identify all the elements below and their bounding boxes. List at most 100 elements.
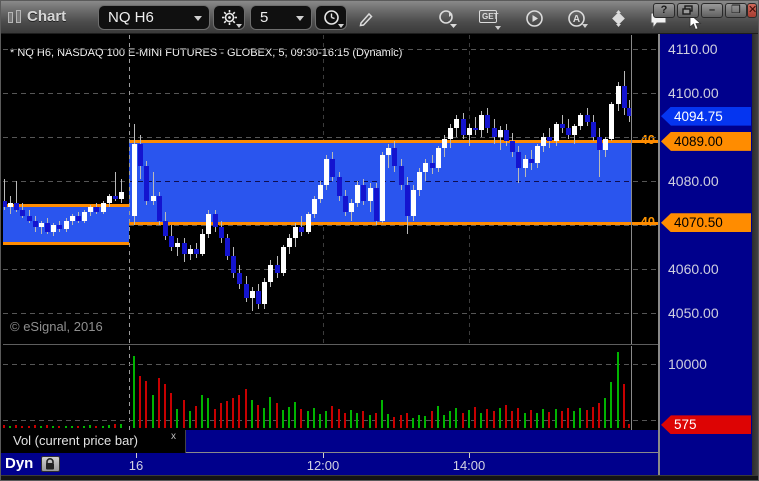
candle-body: [448, 128, 453, 140]
alerts-diamond-icon[interactable]: [609, 9, 627, 27]
volume-bar: [455, 408, 457, 428]
restore-button[interactable]: [677, 3, 699, 18]
symbol-settings-button[interactable]: [213, 5, 245, 30]
time-template-button[interactable]: [315, 5, 347, 30]
candle-body: [566, 128, 571, 135]
help-button[interactable]: ?: [653, 3, 675, 18]
time-axis-label: 14:00: [452, 458, 486, 473]
candle-body: [206, 214, 211, 234]
volume-bar: [412, 417, 414, 428]
auto-trade-icon[interactable]: A: [567, 9, 588, 28]
symbol-value: NQ H6: [108, 9, 154, 26]
close-button[interactable]: ✕: [747, 3, 758, 18]
close-icon[interactable]: x: [171, 431, 176, 442]
candle-body: [262, 282, 267, 305]
draw-pencil-icon[interactable]: [357, 9, 375, 27]
price-axis-panel[interactable]: 4050.004060.004070.004080.004090.004100.…: [660, 34, 752, 475]
candle-body: [591, 121, 596, 137]
candle-body: [380, 154, 385, 221]
candle-body: [144, 165, 149, 201]
maximize-button[interactable]: ❒: [725, 3, 747, 18]
candle-body: [436, 148, 441, 168]
volume-bar: [586, 410, 588, 428]
candle-wick: [4, 178, 5, 210]
volume-bar: [431, 411, 433, 428]
candle-body: [529, 159, 534, 164]
candle-body: [547, 137, 552, 142]
reload-data-icon[interactable]: [437, 9, 457, 28]
volume-bar: [307, 411, 309, 428]
candle-body: [337, 176, 342, 197]
volume-bar: [195, 406, 197, 428]
volume-bar: [108, 425, 110, 428]
chevron-down-icon[interactable]: [296, 16, 304, 21]
volume-bar: [313, 408, 315, 428]
candle-body: [597, 137, 602, 151]
volume-bar: [83, 426, 85, 428]
volume-bar: [226, 401, 228, 428]
gear-icon: [221, 9, 238, 26]
candle-body: [343, 196, 348, 212]
time-axis-tick: [469, 453, 470, 458]
get-data-icon[interactable]: GET: [479, 10, 501, 30]
volume-bar: [331, 406, 333, 428]
candle-body: [510, 141, 515, 153]
candle-body: [200, 233, 205, 254]
pane-separator[interactable]: [3, 344, 658, 345]
volume-bar: [220, 403, 222, 428]
candle-body: [244, 284, 249, 298]
candle-body: [324, 159, 329, 186]
session-start-line: [129, 346, 130, 430]
chevron-down-icon[interactable]: [194, 16, 202, 21]
volume-bar: [21, 425, 23, 428]
candle-body: [423, 163, 428, 173]
volume-bar: [610, 381, 612, 428]
candle-body: [194, 249, 199, 254]
data-end-line: [631, 346, 632, 430]
chevron-down-icon: [236, 24, 242, 28]
volume-pane[interactable]: [3, 346, 658, 430]
volume-bar: [486, 409, 488, 428]
candle-body: [504, 130, 509, 142]
symbol-combobox[interactable]: NQ H6: [98, 5, 210, 30]
window-title: Chart: [27, 8, 67, 25]
candle-body: [287, 238, 292, 247]
candle-body: [479, 115, 484, 131]
play-icon[interactable]: [525, 9, 543, 27]
candle-wick: [388, 143, 389, 168]
candle-body: [560, 123, 565, 129]
volume-bar: [406, 412, 408, 428]
volume-bar: [493, 411, 495, 428]
tab-volume-study[interactable]: Vol (current price bar): [3, 430, 186, 453]
candle-body: [430, 163, 435, 168]
chevron-down-icon: [338, 24, 344, 28]
volume-bar: [617, 352, 619, 428]
volume-bar: [400, 415, 402, 428]
volume-bar: [598, 403, 600, 428]
time-axis[interactable]: Dyn 16 12:00 14:00: [1, 453, 752, 475]
volume-bar: [375, 412, 377, 428]
price-gridline: [3, 137, 658, 138]
volume-bar: [232, 397, 234, 428]
volume-bar: [393, 417, 395, 428]
candle-body: [361, 185, 366, 201]
volume-bar: [468, 410, 470, 428]
candle-body: [578, 115, 583, 126]
volume-bar: [628, 424, 630, 428]
lower-line-price-marker: 4070.50: [661, 213, 751, 233]
volume-bar: [567, 408, 569, 428]
lock-button[interactable]: [41, 456, 60, 472]
candle-body: [3, 200, 7, 208]
window-bottom-frame: [1, 475, 758, 480]
candle-body: [182, 242, 187, 254]
candle-body: [461, 119, 466, 135]
price-axis-tick: 4050.00: [668, 305, 719, 321]
minimize-button[interactable]: –: [701, 3, 723, 18]
volume-bar: [40, 426, 42, 428]
volume-bar: [530, 410, 532, 428]
candle-body: [485, 115, 490, 129]
price-pane[interactable]: * NQ H6, NASDAQ 100 E-MINI FUTURES - GLO…: [3, 35, 658, 344]
interval-combobox[interactable]: 5: [250, 5, 312, 30]
candle-body: [113, 196, 118, 199]
candle-body: [70, 216, 75, 221]
